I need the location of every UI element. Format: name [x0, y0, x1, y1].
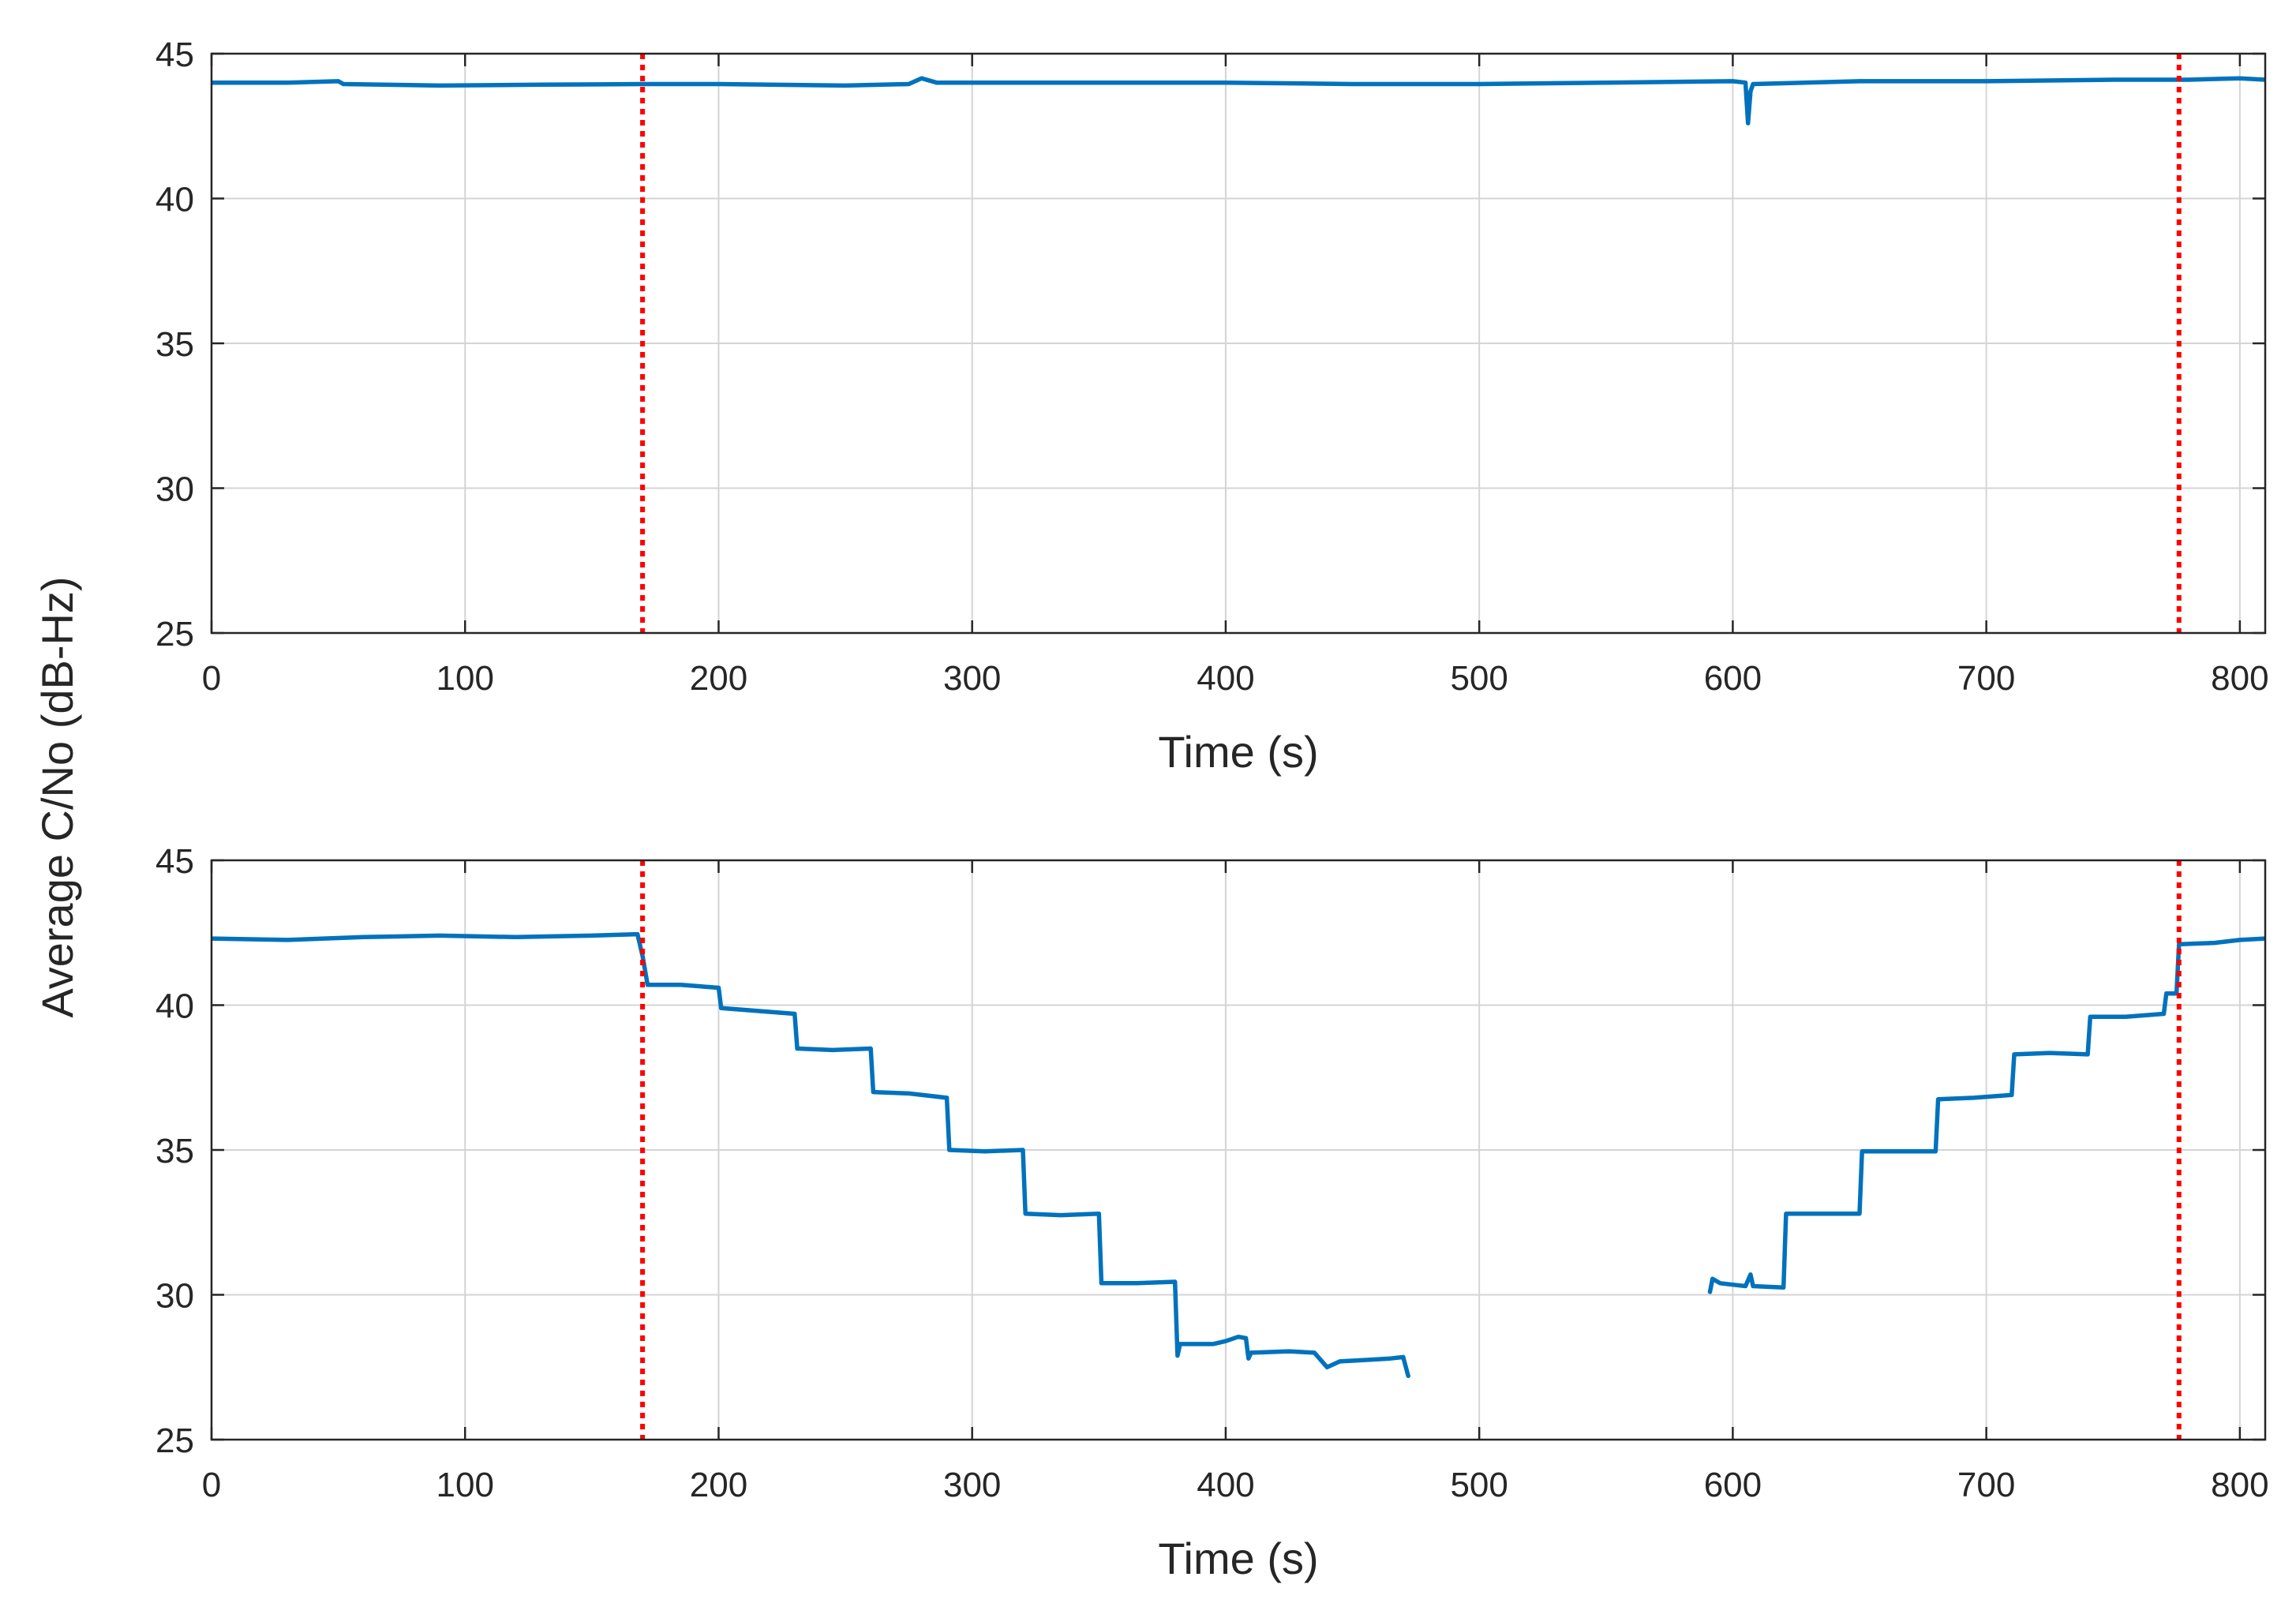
x-tick-label: 400 — [1197, 1466, 1254, 1504]
y-tick-label: 35 — [155, 325, 194, 364]
series-line-1 — [1707, 936, 2265, 1294]
x-tick-label: 700 — [1957, 659, 2015, 698]
shared-ylabel: Average C/No (dB-Hz) — [32, 576, 82, 1017]
series-line-0 — [212, 931, 1410, 1379]
y-tick-label: 25 — [155, 615, 194, 654]
y-tick-label: 25 — [155, 1421, 194, 1460]
y-tick-label: 40 — [155, 181, 194, 219]
x-axis-title: Time (s) — [1158, 1534, 1318, 1583]
x-tick-label: 100 — [436, 659, 494, 698]
x-tick-label: 400 — [1197, 659, 1254, 698]
x-tick-label: 600 — [1704, 1466, 1762, 1504]
chart-panel-top: 0 100 200 300 400 500 600 700 800 25 30 35 40 45 Time … — [155, 36, 2269, 777]
y-tick-label: 45 — [155, 842, 194, 881]
y-tick-label: 30 — [155, 470, 194, 509]
series-line-0 — [212, 76, 2265, 125]
x-tick-label: 500 — [1450, 659, 1508, 698]
x-tick-label: 800 — [2211, 1466, 2268, 1504]
x-tick-label: 200 — [690, 1466, 747, 1504]
x-tick-label: 300 — [943, 659, 1001, 698]
x-tick-label: 500 — [1450, 1466, 1508, 1504]
x-tick-label: 600 — [1704, 659, 1762, 698]
x-tick-label: 200 — [690, 659, 747, 698]
x-tick-label: 0 — [202, 659, 221, 698]
x-tick-label: 300 — [943, 1466, 1001, 1504]
y-tick-label: 30 — [155, 1277, 194, 1316]
x-tick-label: 100 — [436, 1466, 494, 1504]
y-tick-label: 45 — [155, 36, 194, 74]
x-tick-label: 0 — [202, 1466, 221, 1504]
x-tick-label: 800 — [2211, 659, 2268, 698]
x-tick-label: 700 — [1957, 1466, 2015, 1504]
y-tick-label: 35 — [155, 1132, 194, 1170]
x-axis-title: Time (s) — [1158, 727, 1318, 777]
chart-panel-bottom: 0 100 200 300 400 500 600 700 800 25 30 35 40 45 Time … — [155, 842, 2269, 1583]
y-tick-label: 40 — [155, 987, 194, 1026]
